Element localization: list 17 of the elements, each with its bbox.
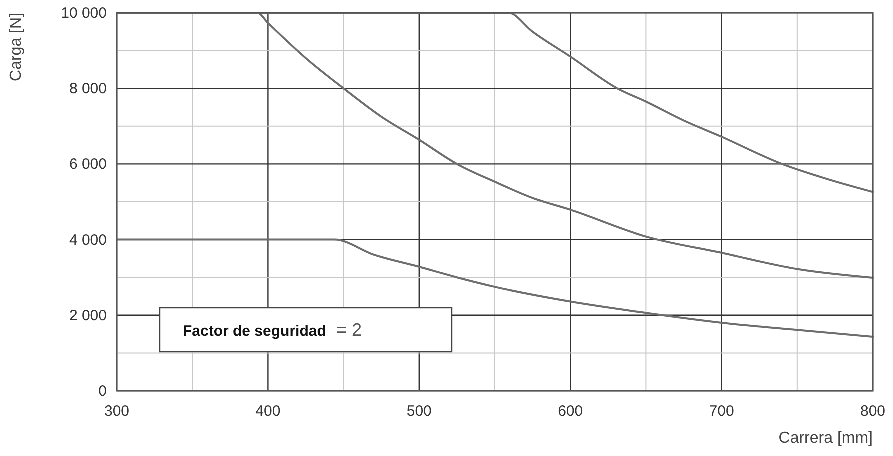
y-tick-label: 8 000 xyxy=(69,80,107,98)
x-tick-label: 600 xyxy=(558,403,584,420)
x-axis-title: Carrera [mm] xyxy=(778,430,873,447)
y-tick-label: 2 000 xyxy=(69,307,107,324)
y-tick-label: 4 000 xyxy=(69,232,107,249)
y-tick-label: 10 000 xyxy=(61,5,107,22)
y-tick-label: 0 xyxy=(98,383,107,400)
y-tick-label: 6 000 xyxy=(69,156,107,174)
x-tick-label: 800 xyxy=(860,403,886,420)
line-series xyxy=(116,238,874,338)
note-box: Factor de seguridad = 2 xyxy=(159,307,453,353)
x-tick-label: 300 xyxy=(104,403,130,420)
x-tick-label: 500 xyxy=(406,403,432,420)
y-axis-title: Carga [N] xyxy=(8,13,25,82)
x-tick-label: 700 xyxy=(709,403,734,420)
annotation: Factor de seguridad = 2 xyxy=(183,320,362,340)
x-tick-label: 400 xyxy=(256,403,281,420)
